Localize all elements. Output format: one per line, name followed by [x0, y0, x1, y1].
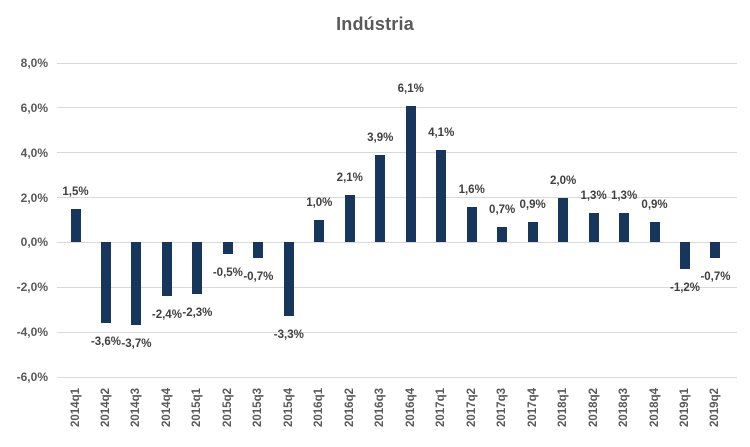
y-axis-tick-label: -4,0%	[16, 325, 48, 340]
y-gridline	[57, 331, 737, 333]
bar-value-label: -0,7%	[700, 271, 731, 284]
x-axis-category-label: 2015q2	[221, 388, 234, 428]
y-axis-tick-label: 8,0%	[20, 56, 48, 70]
bar-value-label: 0,9%	[519, 199, 546, 212]
x-axis-category-label: 2015q1	[191, 388, 204, 428]
x-axis-category-label: 2015q3	[252, 388, 265, 428]
bar-value-label: 1,3%	[580, 190, 607, 203]
x-axis-category-label: 2018q1	[557, 388, 570, 428]
chart-title: Indústria	[336, 14, 414, 34]
y-gridline	[57, 197, 737, 199]
bar	[314, 220, 325, 243]
bar	[283, 242, 294, 317]
bar	[375, 154, 386, 243]
bar-value-label: 2,0%	[550, 174, 577, 187]
y-gridline	[57, 152, 737, 154]
bar-value-label: -2,4%	[151, 309, 182, 322]
bar	[619, 213, 630, 243]
bar-value-label: 1,6%	[458, 183, 485, 196]
x-axis-category-label: 2017q1	[435, 388, 448, 428]
y-axis-tick-label: -6,0%	[16, 370, 48, 384]
bar	[497, 226, 508, 243]
bar-value-label: -2,3%	[182, 307, 213, 319]
bar-value-label: 0,9%	[641, 199, 668, 212]
y-axis-tick-label: -2,0%	[16, 280, 48, 295]
bar-value-label: 1,5%	[62, 185, 89, 198]
bar-value-label: -3,6%	[90, 336, 121, 349]
bar	[649, 222, 660, 243]
y-axis-tick-label: 0,0%	[20, 235, 48, 250]
bar	[222, 242, 233, 254]
x-axis-category-label: 2017q3	[496, 388, 509, 428]
bar-value-label: 4,1%	[428, 127, 455, 140]
bar-value-label: 6,1%	[397, 82, 424, 95]
bar	[680, 242, 691, 270]
x-axis-category-label: 2017q2	[465, 388, 478, 428]
bar	[161, 242, 172, 297]
bar	[344, 195, 355, 243]
x-axis-category-label: 2015q4	[282, 388, 295, 428]
x-axis-category-label: 2018q2	[587, 388, 600, 428]
x-axis-category-label: 2016q4	[404, 388, 417, 428]
x-axis-category-label: 2016q2	[343, 388, 356, 428]
x-axis-category-label: 2018q3	[618, 388, 631, 428]
x-axis-category-label: 2014q3	[130, 388, 143, 428]
bar	[436, 150, 447, 243]
bar-value-label: 0,7%	[489, 203, 516, 216]
y-gridline	[57, 62, 737, 64]
bar	[100, 242, 111, 324]
y-gridline	[57, 241, 737, 243]
y-axis-tick-label: 6,0%	[20, 100, 48, 115]
y-gridline	[57, 107, 737, 109]
x-axis-category-label: 2017q4	[526, 388, 539, 428]
bar	[192, 242, 203, 294]
bar	[527, 222, 538, 243]
x-axis-category-label: 2014q1	[69, 388, 82, 428]
y-axis-tick-label: 2,0%	[20, 190, 48, 205]
x-axis-category-label: 2016q1	[313, 388, 326, 428]
x-axis-category-label: 2019q2	[709, 388, 722, 428]
bar	[588, 213, 599, 243]
bar	[131, 242, 142, 326]
bar-value-label: -3,7%	[121, 338, 152, 351]
bar	[70, 208, 81, 243]
bar	[405, 105, 416, 243]
bar	[253, 242, 264, 259]
bar-value-label: 1,3%	[610, 190, 638, 203]
bar-value-label: -3,3%	[273, 329, 304, 342]
x-axis-category-label: 2016q3	[374, 388, 387, 428]
bar-value-label: -0,5%	[212, 266, 243, 279]
y-gridline	[57, 376, 737, 378]
bar	[558, 197, 569, 243]
bar-value-label: -0,7%	[243, 271, 274, 284]
y-axis-tick-label: 4,0%	[20, 145, 48, 160]
bar-value-label: 1,0%	[306, 197, 333, 209]
bar	[466, 206, 477, 243]
bar-value-label: 2,1%	[336, 172, 363, 185]
x-axis-category-label: 2018q4	[648, 388, 661, 428]
bar-value-label: -1,2%	[669, 282, 701, 295]
x-axis-category-label: 2014q4	[160, 388, 173, 428]
y-gridline	[57, 286, 737, 288]
bar-value-label: 3,9%	[367, 131, 394, 144]
x-axis-category-label: 2014q2	[99, 388, 112, 428]
x-axis-category-label: 2019q1	[679, 388, 692, 428]
bar	[710, 242, 721, 259]
